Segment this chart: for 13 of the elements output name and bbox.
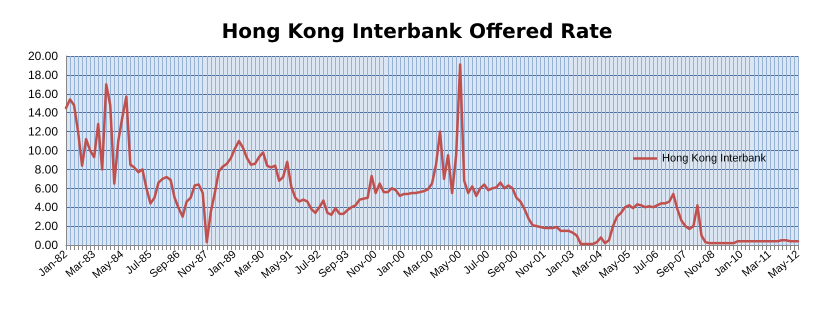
legend-label: Hong Kong Interbank: [662, 152, 766, 164]
y-tick-label: 14.00: [28, 106, 58, 120]
y-tick-label: 4.00: [34, 200, 58, 214]
y-tick-label: 20.00: [28, 49, 58, 63]
y-tick-label: 16.00: [28, 86, 58, 101]
chart-title: Hong Kong Interbank Offered Rate: [222, 19, 612, 43]
y-tick-label: 18.00: [28, 68, 58, 82]
y-tick-label: 6.00: [34, 181, 58, 196]
y-tick-label: 10.00: [28, 144, 58, 158]
y-tick-label: 2.00: [34, 219, 58, 234]
y-tick-label: 8.00: [34, 162, 58, 176]
y-tick-label: 12.00: [28, 124, 58, 139]
y-tick-label: 0.00: [34, 238, 58, 252]
